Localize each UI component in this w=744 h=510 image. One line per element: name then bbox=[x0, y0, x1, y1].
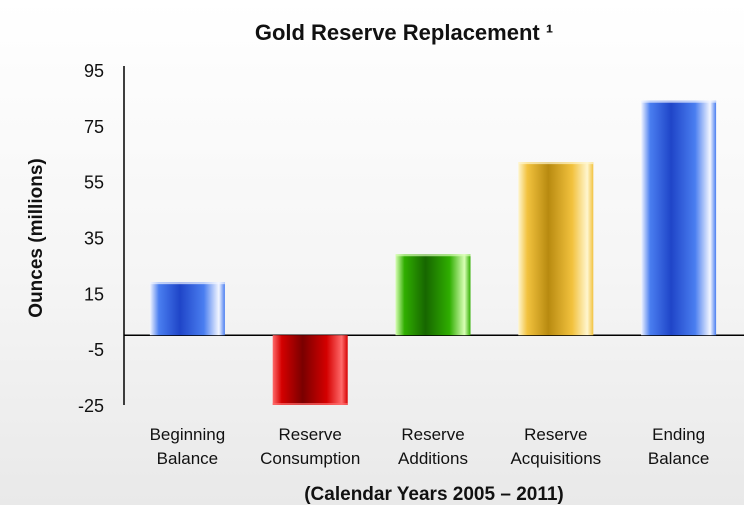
y-tick-label: 15 bbox=[84, 284, 104, 304]
bar-cap bbox=[395, 254, 471, 257]
x-tick-label: Reserve bbox=[401, 425, 464, 444]
x-tick-label: Ending bbox=[652, 425, 705, 444]
x-tick-label: Beginning bbox=[150, 425, 226, 444]
bar-cap bbox=[641, 100, 717, 103]
bar-cap bbox=[518, 162, 594, 165]
bar bbox=[518, 162, 594, 336]
bar bbox=[395, 254, 471, 336]
x-tick-label: Balance bbox=[648, 449, 709, 468]
x-tick-label: Consumption bbox=[260, 449, 360, 468]
bar bbox=[272, 335, 348, 405]
x-tick-label: Reserve bbox=[279, 425, 342, 444]
bar bbox=[641, 100, 717, 336]
y-tick-label: -25 bbox=[78, 396, 104, 416]
bar bbox=[149, 282, 225, 336]
y-tick-label: 75 bbox=[84, 117, 104, 137]
y-tick-labels: 95 75 55 35 15 -5 -25 bbox=[78, 61, 104, 416]
y-tick-label: 95 bbox=[84, 61, 104, 81]
bar-cap bbox=[272, 403, 348, 405]
bar-cap bbox=[149, 282, 225, 285]
x-tick-label: Acquisitions bbox=[510, 449, 601, 468]
y-tick-label: 35 bbox=[84, 229, 104, 249]
y-axis-label: Ounces (millions) bbox=[26, 158, 47, 317]
x-tick-labels: Beginning Balance Reserve Consumption Reserv… bbox=[150, 425, 710, 468]
y-tick-label: -5 bbox=[88, 340, 104, 360]
x-axis-label: (Calendar Years 2005 – 2011) bbox=[304, 484, 564, 505]
bars bbox=[149, 100, 717, 405]
chart-title: Gold Reserve Replacement ¹ bbox=[255, 20, 553, 45]
x-tick-label: Reserve bbox=[524, 425, 587, 444]
x-tick-label: Additions bbox=[398, 449, 468, 468]
y-tick-label: 55 bbox=[84, 173, 104, 193]
x-tick-label: Balance bbox=[157, 449, 218, 468]
